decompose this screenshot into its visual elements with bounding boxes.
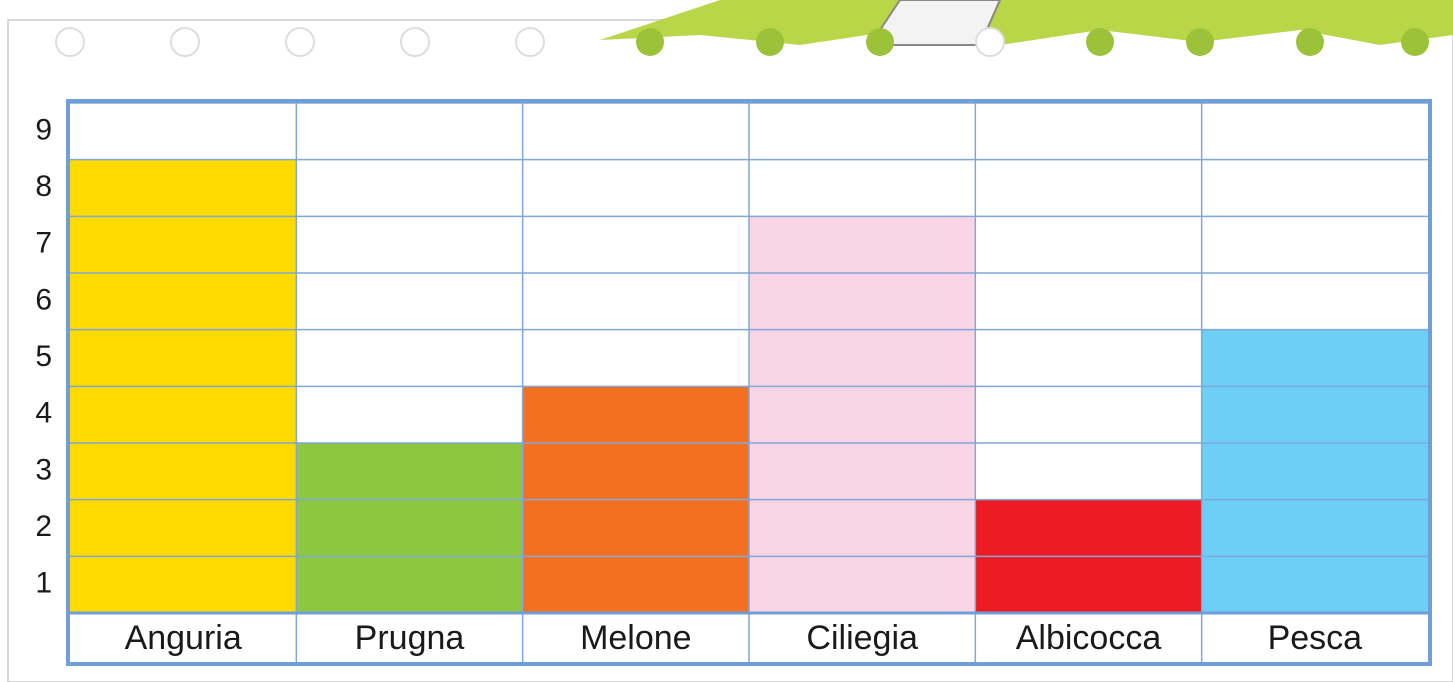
paper-holes [55,27,1429,57]
bar [296,443,523,613]
y-tick-label: 4 [35,397,52,430]
y-tick-label: 8 [35,170,52,203]
x-tick-label: Prugna [355,619,465,657]
y-tick-label: 3 [35,453,52,486]
y-tick-label: 6 [35,283,52,316]
white-decoration [868,0,1002,46]
green-decoration [600,0,1453,45]
x-tick-label: Ciliegia [806,619,918,657]
y-tick-label: 1 [35,567,52,600]
x-tick-label: Melone [580,619,692,657]
y-tick-label: 5 [35,340,52,373]
y-tick-label: 7 [35,227,52,260]
x-tick-label: Anguria [125,619,242,657]
x-tick-label: Albicocca [1016,619,1162,657]
x-tick-label: Pesca [1268,619,1363,657]
y-tick-label: 2 [35,510,52,543]
y-tick-label: 9 [35,113,52,146]
bar [1201,329,1428,613]
chart-border [66,99,1432,666]
bar [749,216,976,614]
